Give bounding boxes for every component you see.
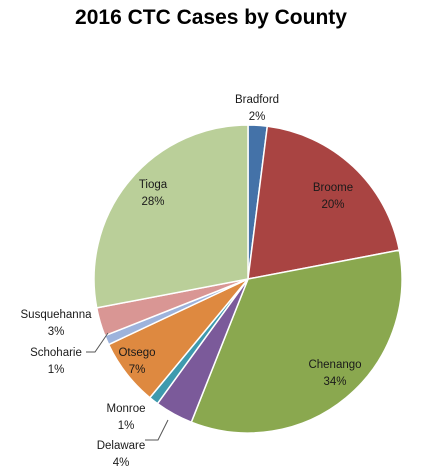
slice-value-broome: 20% — [321, 199, 344, 211]
leader-line-schoharie — [86, 332, 109, 353]
pie-slice-chenango — [190, 249, 403, 434]
slice-value-schoharie: 1% — [48, 364, 65, 376]
chart-title: 2016 CTC Cases by County — [75, 6, 347, 29]
slice-labels: Bradford 2% Broome 20% Chenango 34% Delaware 4%… — [21, 94, 362, 469]
pie-slice-broome — [247, 125, 401, 280]
slice-value-bradford: 2% — [249, 111, 266, 123]
pie-slice-tioga — [93, 124, 249, 309]
leader-lines — [86, 332, 169, 441]
slice-value-susquehanna: 3% — [48, 326, 65, 338]
slice-label-delaware: Delaware — [97, 440, 146, 452]
leader-line-delaware — [145, 419, 169, 441]
slice-value-otsego: 7% — [129, 364, 146, 376]
slice-label-chenango: Chenango — [308, 359, 361, 371]
slice-value-chenango: 34% — [323, 376, 346, 388]
slice-value-delaware: 4% — [113, 457, 130, 469]
slice-label-bradford: Bradford — [235, 94, 279, 106]
slice-label-broome: Broome — [313, 182, 353, 194]
slice-label-schoharie: Schoharie — [30, 347, 82, 359]
slice-value-tioga: 28% — [141, 196, 164, 208]
slice-label-tioga: Tioga — [139, 179, 168, 191]
slice-label-monroe: Monroe — [107, 403, 146, 415]
slice-value-monroe: 1% — [118, 420, 135, 432]
slice-label-susquehanna: Susquehanna — [21, 309, 93, 321]
slice-label-otsego: Otsego — [118, 347, 155, 359]
pie-slices — [93, 124, 403, 434]
